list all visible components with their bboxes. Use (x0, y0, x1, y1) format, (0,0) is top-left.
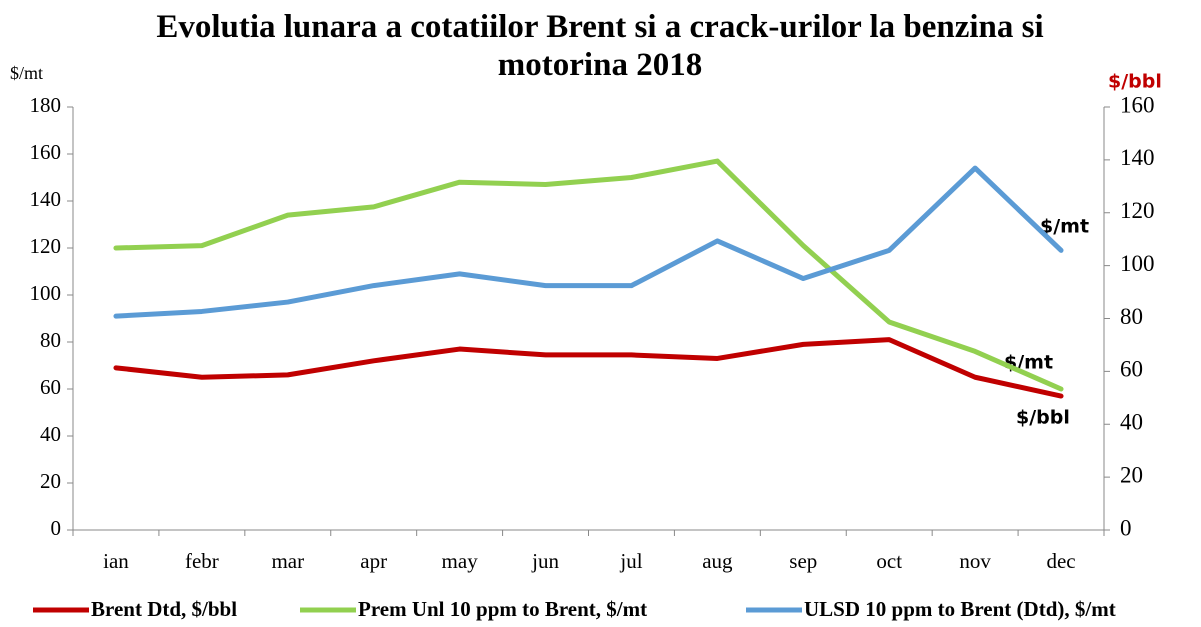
y-tick-label: 120 (30, 234, 62, 258)
y-tick-label: 40 (40, 422, 61, 446)
y2-tick-label: 100 (1120, 251, 1155, 276)
y-tick-label: 80 (40, 328, 61, 352)
legend-label: Prem Unl 10 ppm to Brent, $/mt (358, 597, 647, 621)
series-line (113, 337, 1064, 399)
x-tick-label: aug (702, 549, 733, 573)
x-tick-label: dec (1046, 549, 1075, 573)
x-tick-label: apr (360, 549, 387, 573)
y2-tick-label: 160 (1120, 92, 1155, 117)
y2-tick-label: 140 (1120, 145, 1155, 170)
x-tick-label: oct (876, 549, 902, 573)
series-line (113, 165, 1064, 319)
series-line (113, 158, 1064, 392)
x-tick-label: may (442, 549, 479, 573)
x-tick-label: mar (271, 549, 304, 573)
y2-tick-label: 20 (1120, 462, 1143, 487)
y2-tick-label: 120 (1120, 198, 1155, 223)
legend-label: Brent Dtd, $/bbl (91, 597, 237, 621)
annotation: $/mt (1004, 352, 1053, 374)
y-tick-label: 20 (40, 469, 61, 493)
y-tick-label: 0 (51, 516, 62, 540)
x-tick-label: nov (959, 549, 991, 573)
y2-tick-label: 0 (1120, 515, 1132, 540)
chart-title: Evolutia lunara a cotatiilor Brent si a … (156, 9, 1044, 83)
y-tick-label: 180 (30, 93, 62, 117)
legend-label: ULSD 10 ppm to Brent (Dtd), $/mt (804, 597, 1116, 621)
y2-axis-label: $/bbl (1108, 71, 1162, 93)
y2-tick-label: 60 (1120, 357, 1143, 382)
x-tick-label: febr (185, 549, 219, 573)
y-tick-label: 140 (30, 187, 62, 211)
y2-tick-label: 80 (1120, 304, 1143, 329)
x-tick-label: jul (619, 549, 642, 573)
y-axis-label: $/mt (10, 63, 43, 83)
y2-tick-label: 40 (1120, 410, 1143, 435)
y-tick-label: 160 (30, 140, 62, 164)
x-tick-label: ian (103, 549, 129, 573)
annotation: $/mt (1040, 216, 1089, 238)
x-tick-label: jun (531, 549, 559, 573)
y-tick-label: 100 (30, 281, 62, 305)
x-tick-label: sep (789, 549, 817, 573)
annotation: $/bbl (1016, 407, 1070, 429)
y-tick-label: 60 (40, 375, 61, 399)
